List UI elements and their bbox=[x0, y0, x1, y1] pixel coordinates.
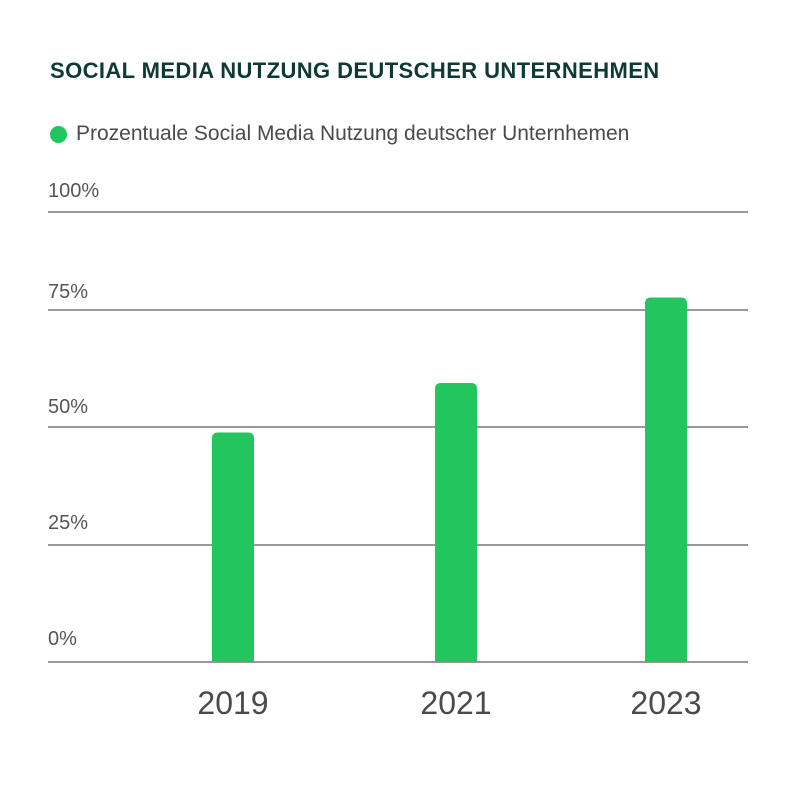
y-tick-label: 25% bbox=[48, 512, 88, 534]
x-axis-labels: 2019 2021 2023 bbox=[197, 685, 701, 721]
legend-swatch bbox=[50, 125, 67, 143]
bar-2019 bbox=[212, 432, 254, 662]
x-tick-label: 2021 bbox=[420, 685, 491, 721]
y-tick-label: 50% bbox=[48, 396, 88, 418]
chart-title: SOCIAL MEDIA NUTZUNG DEUTSCHER UNTERNEHM… bbox=[50, 58, 660, 83]
y-axis-ticks: 0% 25% 50% 75% 100% bbox=[48, 180, 99, 650]
legend-label: Prozentuale Social Media Nutzung deutsch… bbox=[76, 122, 630, 145]
y-tick-label: 100% bbox=[48, 180, 99, 202]
bars bbox=[212, 297, 687, 662]
x-tick-label: 2019 bbox=[197, 685, 268, 721]
gridlines bbox=[48, 211, 748, 663]
bar-2021 bbox=[435, 383, 477, 662]
y-tick-label: 0% bbox=[48, 628, 77, 650]
bar-2023 bbox=[645, 297, 687, 662]
legend: Prozentuale Social Media Nutzung deutsch… bbox=[50, 122, 629, 146]
x-tick-label: 2023 bbox=[630, 685, 701, 721]
y-tick-label: 75% bbox=[48, 281, 88, 303]
